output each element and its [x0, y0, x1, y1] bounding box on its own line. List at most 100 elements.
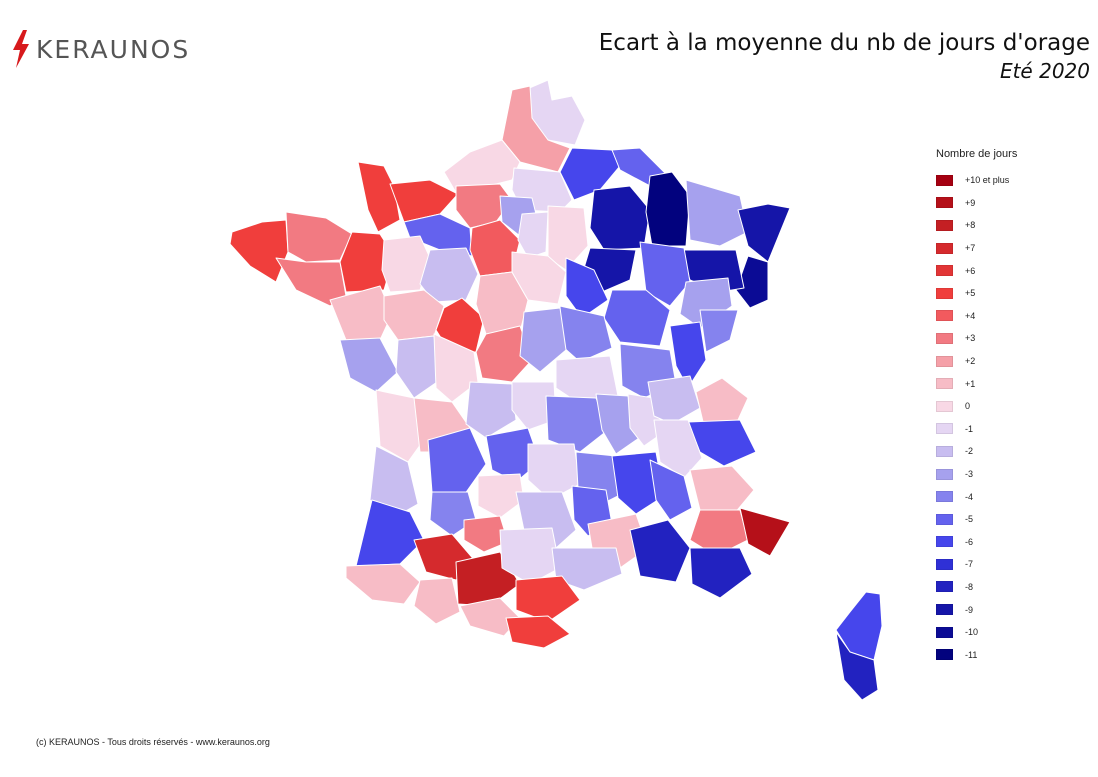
legend-label: +5: [965, 288, 976, 299]
department-region: [477, 473, 525, 519]
legend-item: -5: [936, 508, 1076, 531]
legend-label: -9: [965, 604, 974, 615]
legend-label: -1: [965, 423, 974, 434]
legend-item: +4: [936, 305, 1076, 328]
department-region: [639, 241, 691, 307]
legend-label: +2: [965, 356, 976, 367]
department-region: [381, 235, 431, 293]
legend-swatch: [936, 174, 953, 186]
legend-item: -3: [936, 463, 1076, 486]
department-region: [413, 577, 461, 625]
department-region: [565, 257, 609, 319]
department-region: [547, 205, 589, 271]
legend-item: +2: [936, 350, 1076, 373]
department-region: [339, 231, 395, 293]
department-region: [645, 171, 691, 247]
legend-item: -10: [936, 621, 1076, 644]
department-region: [519, 307, 567, 373]
department-region: [517, 211, 549, 259]
legend-swatch: [936, 649, 953, 661]
legend-label: +9: [965, 197, 976, 208]
legend-swatch: [936, 355, 953, 367]
map-title-block: Ecart à la moyenne du nb de jours d'orag…: [599, 30, 1090, 83]
legend-label: 0: [965, 401, 971, 412]
copyright-footer: (c) KERAUNOS - Tous droits réservés - ww…: [36, 737, 270, 747]
legend-title: Nombre de jours: [936, 148, 1018, 160]
department-region: [501, 85, 571, 173]
legend-swatch: [936, 513, 953, 525]
department-region: [511, 251, 567, 305]
legend-swatch: [936, 378, 953, 390]
legend-item: +10 et plus: [936, 169, 1076, 192]
department-region: [329, 285, 393, 341]
department-region: [669, 321, 707, 389]
legend-item: +3: [936, 327, 1076, 350]
map-legend: Nombre de jours +10 et plus +9 +8 +7 +6 +5 +4 +…: [936, 148, 1076, 666]
legend-swatch: [936, 197, 953, 209]
department-region: [463, 515, 509, 553]
department-region: [433, 333, 479, 403]
legend-swatch: [936, 536, 953, 548]
legend-swatch: [936, 604, 953, 616]
department-region: [427, 427, 487, 499]
department-region: [545, 395, 609, 453]
legend-item: +9: [936, 192, 1076, 215]
legend-item: +1: [936, 372, 1076, 395]
department-region: [505, 615, 571, 649]
department-region: [689, 465, 755, 515]
legend-swatch: [936, 626, 953, 638]
legend-item: -2: [936, 440, 1076, 463]
map-title: Ecart à la moyenne du nb de jours d'orag…: [598, 30, 1090, 56]
legend-label: -3: [965, 469, 974, 480]
legend-swatch: [936, 558, 953, 570]
department-region: [465, 381, 517, 439]
department-region: [511, 381, 557, 431]
legend-label: +3: [965, 333, 976, 344]
legend-label: -8: [965, 581, 974, 592]
legend-item: +7: [936, 237, 1076, 260]
legend-label: -10: [965, 627, 979, 638]
legend-item: +5: [936, 282, 1076, 305]
legend-item: 0: [936, 395, 1076, 418]
legend-label: +6: [965, 265, 976, 276]
department-region: [389, 179, 459, 223]
brand-name: KERAUNOS: [36, 34, 191, 64]
legend-label: -6: [965, 536, 974, 547]
legend-item: -1: [936, 418, 1076, 441]
department-region: [419, 247, 479, 303]
department-region: [737, 203, 791, 263]
legend-swatch: [936, 242, 953, 254]
legend-swatch: [936, 468, 953, 480]
legend-swatch: [936, 310, 953, 322]
legend-item: -4: [936, 485, 1076, 508]
legend-item: -7: [936, 553, 1076, 576]
legend-label: +1: [965, 378, 976, 389]
legend-swatch: [936, 219, 953, 231]
department-region: [355, 499, 425, 567]
legend-swatch: [936, 265, 953, 277]
department-region: [685, 179, 749, 247]
department-region: [499, 527, 561, 585]
legend-label: -7: [965, 559, 974, 570]
department-region: [649, 459, 693, 521]
department-region: [647, 375, 701, 425]
department-region: [699, 309, 739, 353]
legend-swatch: [936, 332, 953, 344]
department-region: [551, 547, 623, 591]
legend-item: -8: [936, 576, 1076, 599]
department-region: [285, 211, 353, 263]
legend-swatch: [936, 445, 953, 457]
legend-swatch: [936, 400, 953, 412]
department-region: [229, 219, 289, 283]
department-region: [515, 575, 581, 623]
department-region: [653, 419, 703, 479]
department-region: [739, 507, 791, 557]
department-region: [527, 443, 581, 501]
department-region: [395, 335, 441, 399]
legend-item: +6: [936, 259, 1076, 282]
legend-item: -6: [936, 531, 1076, 554]
legend-label: +4: [965, 310, 976, 321]
legend-swatch: [936, 581, 953, 593]
legend-item: +8: [936, 214, 1076, 237]
legend-label: -11: [965, 649, 978, 660]
